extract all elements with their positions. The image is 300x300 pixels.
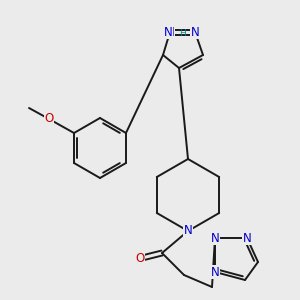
Text: N: N [166, 26, 174, 38]
Text: H: H [179, 29, 186, 38]
Text: N: N [211, 232, 219, 244]
Text: N: N [164, 26, 172, 38]
Text: O: O [44, 112, 54, 125]
Text: O: O [135, 251, 145, 265]
Text: N: N [190, 26, 200, 38]
Text: N: N [243, 232, 251, 244]
Text: N: N [211, 266, 219, 278]
Text: N: N [184, 224, 192, 238]
